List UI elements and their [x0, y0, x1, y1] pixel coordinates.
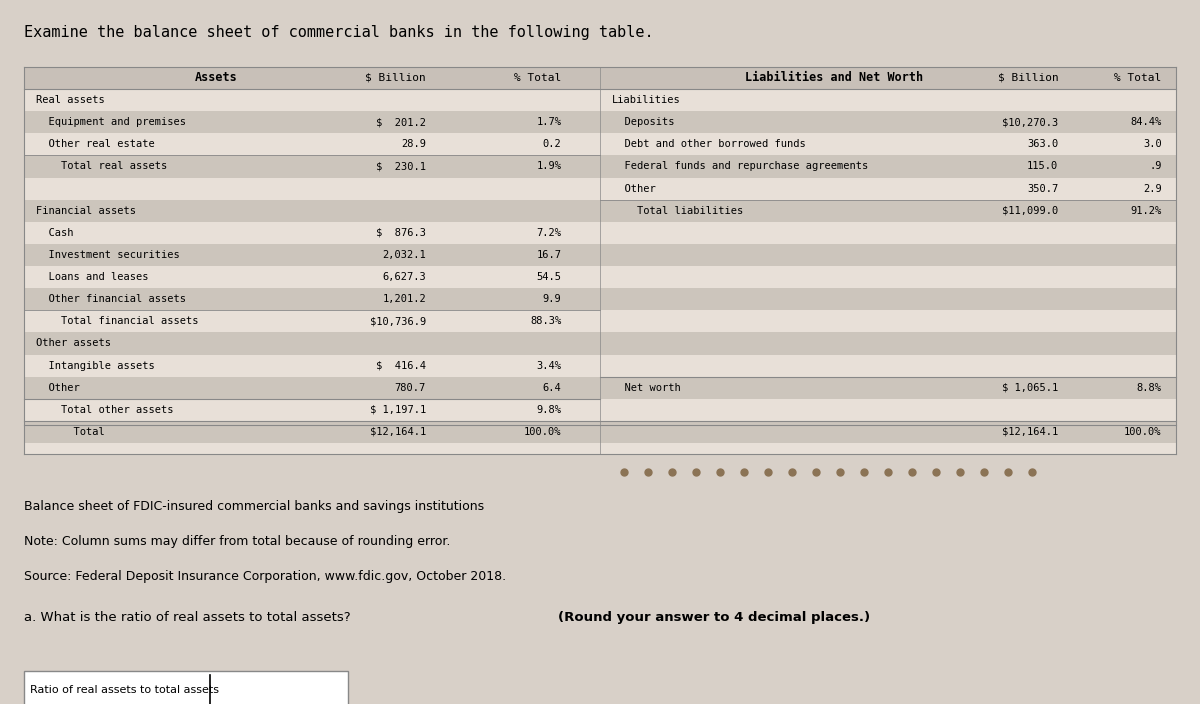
Text: % Total: % Total — [1115, 73, 1162, 83]
Text: Loans and leases: Loans and leases — [36, 272, 149, 282]
Text: 350.7: 350.7 — [1027, 184, 1058, 194]
Text: $  876.3: $ 876.3 — [376, 228, 426, 238]
Text: (Round your answer to 4 decimal places.): (Round your answer to 4 decimal places.) — [558, 611, 870, 624]
FancyBboxPatch shape — [24, 671, 348, 704]
FancyBboxPatch shape — [600, 288, 1176, 310]
Text: % Total: % Total — [515, 73, 562, 83]
Text: 2.9: 2.9 — [1142, 184, 1162, 194]
Text: Deposits: Deposits — [612, 117, 674, 127]
FancyBboxPatch shape — [24, 111, 600, 133]
FancyBboxPatch shape — [600, 200, 1176, 222]
FancyBboxPatch shape — [600, 244, 1176, 266]
FancyBboxPatch shape — [24, 244, 600, 266]
Text: Liabilities: Liabilities — [612, 95, 680, 105]
Text: Total: Total — [36, 427, 104, 437]
Text: 0.2: 0.2 — [542, 139, 562, 149]
Text: 54.5: 54.5 — [536, 272, 562, 282]
Text: 88.3%: 88.3% — [530, 316, 562, 327]
Text: $11,099.0: $11,099.0 — [1002, 206, 1058, 215]
Text: Cash: Cash — [36, 228, 73, 238]
Text: Other real estate: Other real estate — [36, 139, 155, 149]
FancyBboxPatch shape — [24, 288, 600, 310]
FancyBboxPatch shape — [24, 156, 600, 177]
FancyBboxPatch shape — [600, 377, 1176, 398]
Text: $12,164.1: $12,164.1 — [370, 427, 426, 437]
Text: Other: Other — [36, 383, 79, 393]
FancyBboxPatch shape — [24, 67, 1176, 89]
Text: Liabilities and Net Worth: Liabilities and Net Worth — [745, 71, 923, 84]
Text: Total liabilities: Total liabilities — [612, 206, 743, 215]
Text: 2,032.1: 2,032.1 — [383, 250, 426, 260]
Text: a. What is the ratio of real assets to total assets?: a. What is the ratio of real assets to t… — [24, 611, 355, 624]
Text: 115.0: 115.0 — [1027, 161, 1058, 172]
Text: Source: Federal Deposit Insurance Corporation, www.fdic.gov, October 2018.: Source: Federal Deposit Insurance Corpor… — [24, 570, 506, 583]
FancyBboxPatch shape — [24, 332, 600, 355]
Text: Note: Column sums may differ from total because of rounding error.: Note: Column sums may differ from total … — [24, 535, 450, 548]
Text: 91.2%: 91.2% — [1130, 206, 1162, 215]
FancyBboxPatch shape — [24, 421, 600, 443]
Text: $10,736.9: $10,736.9 — [370, 316, 426, 327]
Text: Intangible assets: Intangible assets — [36, 360, 155, 370]
Text: Other: Other — [612, 184, 655, 194]
Text: Debt and other borrowed funds: Debt and other borrowed funds — [612, 139, 805, 149]
Text: Investment securities: Investment securities — [36, 250, 180, 260]
Text: $  230.1: $ 230.1 — [376, 161, 426, 172]
Text: $10,270.3: $10,270.3 — [1002, 117, 1058, 127]
Text: 9.9: 9.9 — [542, 294, 562, 304]
FancyBboxPatch shape — [24, 67, 1176, 454]
Text: 3.0: 3.0 — [1142, 139, 1162, 149]
Text: 1.9%: 1.9% — [536, 161, 562, 172]
FancyBboxPatch shape — [600, 156, 1176, 177]
Text: 100.0%: 100.0% — [1124, 427, 1162, 437]
Text: Other financial assets: Other financial assets — [36, 294, 186, 304]
Text: 1,201.2: 1,201.2 — [383, 294, 426, 304]
FancyBboxPatch shape — [24, 377, 600, 398]
Text: Equipment and premises: Equipment and premises — [36, 117, 186, 127]
FancyBboxPatch shape — [24, 200, 600, 222]
Text: .9: .9 — [1150, 161, 1162, 172]
Text: 1.7%: 1.7% — [536, 117, 562, 127]
Text: Assets: Assets — [194, 71, 238, 84]
Text: Examine the balance sheet of commercial banks in the following table.: Examine the balance sheet of commercial … — [24, 25, 654, 39]
Text: $12,164.1: $12,164.1 — [1002, 427, 1058, 437]
FancyBboxPatch shape — [600, 111, 1176, 133]
Text: Total real assets: Total real assets — [36, 161, 167, 172]
Text: 3.4%: 3.4% — [536, 360, 562, 370]
Text: $  201.2: $ 201.2 — [376, 117, 426, 127]
Text: Federal funds and repurchase agreements: Federal funds and repurchase agreements — [612, 161, 869, 172]
Text: 780.7: 780.7 — [395, 383, 426, 393]
Text: 28.9: 28.9 — [401, 139, 426, 149]
Text: Other assets: Other assets — [36, 339, 112, 348]
Text: 16.7: 16.7 — [536, 250, 562, 260]
FancyBboxPatch shape — [600, 421, 1176, 443]
Text: Net worth: Net worth — [612, 383, 680, 393]
Text: Total other assets: Total other assets — [36, 405, 174, 415]
Text: 363.0: 363.0 — [1027, 139, 1058, 149]
Text: Total financial assets: Total financial assets — [36, 316, 198, 327]
Text: 6,627.3: 6,627.3 — [383, 272, 426, 282]
Text: $ Billion: $ Billion — [365, 73, 426, 83]
FancyBboxPatch shape — [600, 332, 1176, 355]
Text: $  416.4: $ 416.4 — [376, 360, 426, 370]
Text: Ratio of real assets to total assets: Ratio of real assets to total assets — [30, 685, 220, 696]
Text: 7.2%: 7.2% — [536, 228, 562, 238]
Text: 8.8%: 8.8% — [1136, 383, 1162, 393]
Text: Balance sheet of FDIC-insured commercial banks and savings institutions: Balance sheet of FDIC-insured commercial… — [24, 500, 484, 513]
Text: 6.4: 6.4 — [542, 383, 562, 393]
Text: Real assets: Real assets — [36, 95, 104, 105]
Text: $ 1,197.1: $ 1,197.1 — [370, 405, 426, 415]
Text: Financial assets: Financial assets — [36, 206, 136, 215]
Text: $ Billion: $ Billion — [997, 73, 1058, 83]
Text: 100.0%: 100.0% — [524, 427, 562, 437]
Text: $ 1,065.1: $ 1,065.1 — [1002, 383, 1058, 393]
Text: 9.8%: 9.8% — [536, 405, 562, 415]
Text: 84.4%: 84.4% — [1130, 117, 1162, 127]
